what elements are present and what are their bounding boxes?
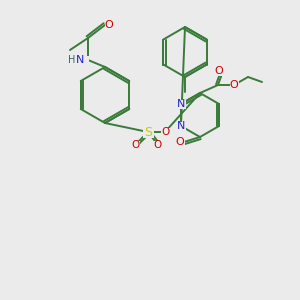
Text: O: O xyxy=(161,127,169,137)
Text: O: O xyxy=(105,20,113,30)
Text: O: O xyxy=(214,66,224,76)
Bar xyxy=(130,140,140,149)
Text: O: O xyxy=(230,80,238,90)
Text: H: H xyxy=(68,55,76,65)
Bar xyxy=(230,80,238,89)
Text: O: O xyxy=(131,140,139,150)
Bar xyxy=(75,56,89,64)
Text: O: O xyxy=(154,140,162,150)
Text: O: O xyxy=(176,137,184,147)
Text: N: N xyxy=(177,121,185,131)
Bar xyxy=(104,20,113,29)
Bar xyxy=(154,140,163,149)
Bar xyxy=(160,128,169,136)
Text: S: S xyxy=(144,125,152,139)
Bar xyxy=(176,122,186,130)
Bar xyxy=(142,127,154,137)
Bar xyxy=(176,137,184,146)
Text: N: N xyxy=(76,55,84,65)
Bar xyxy=(214,67,224,76)
Bar xyxy=(176,100,186,109)
Text: N: N xyxy=(177,99,185,109)
